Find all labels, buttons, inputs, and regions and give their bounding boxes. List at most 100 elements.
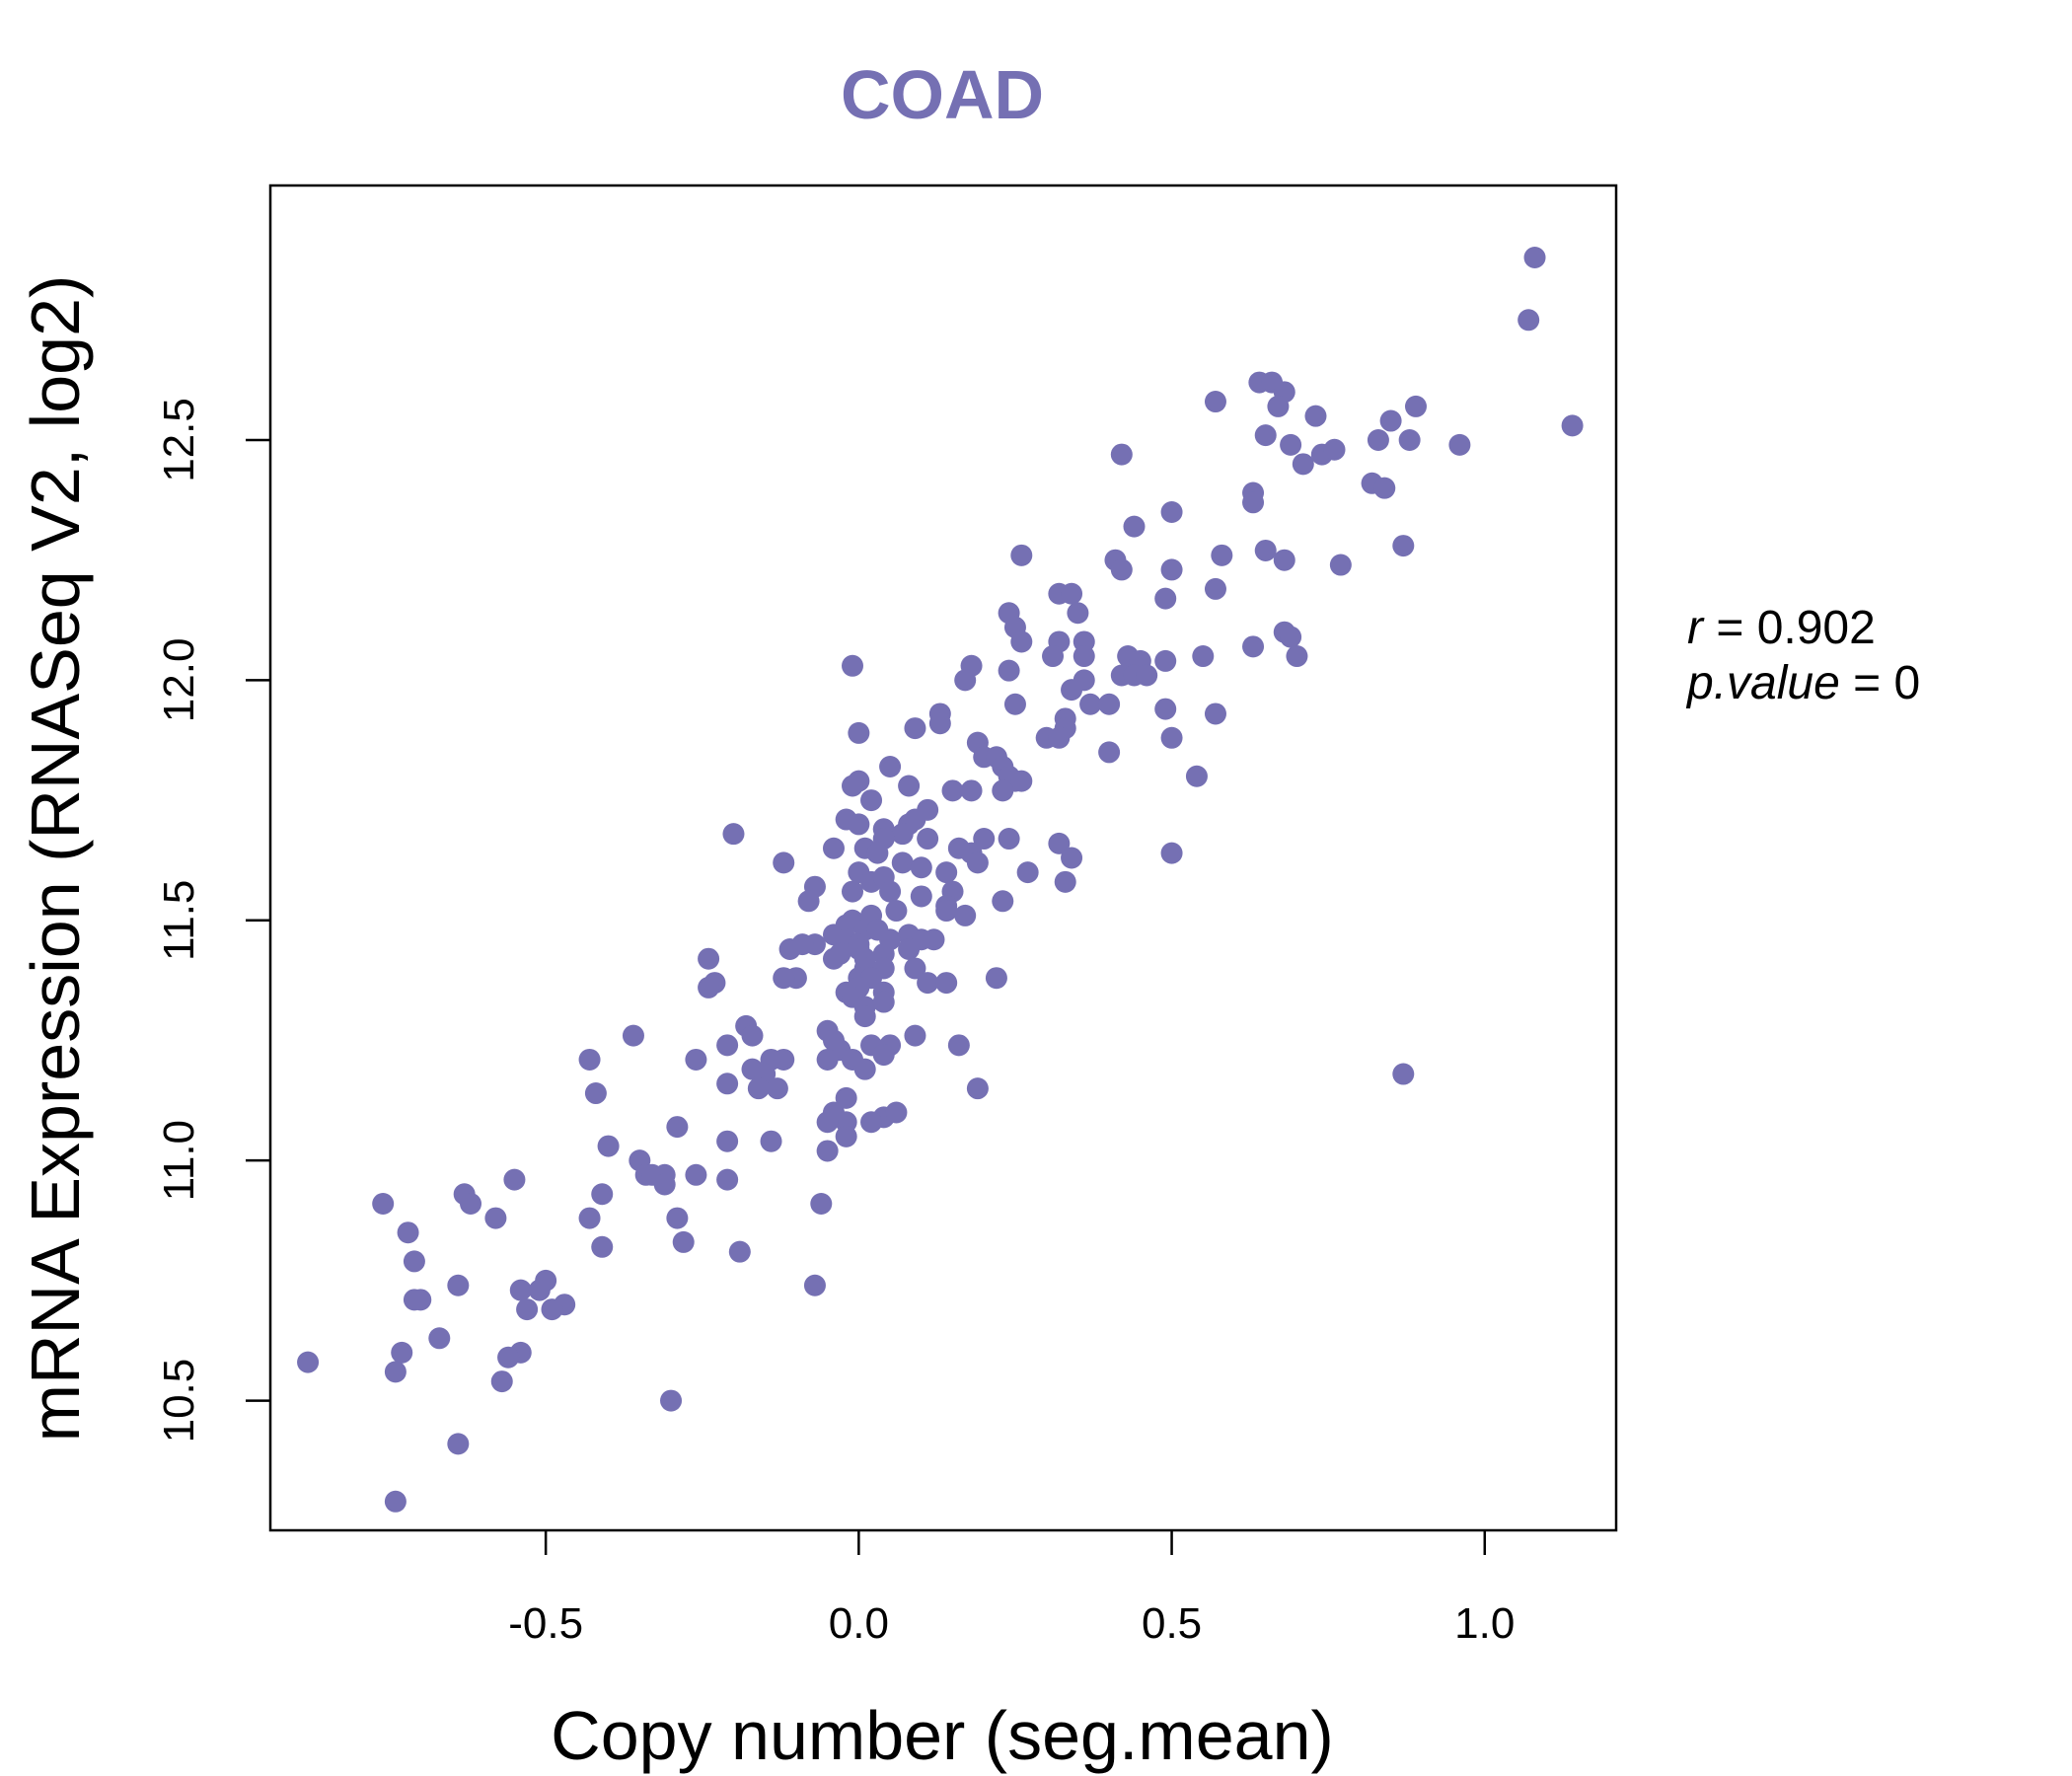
data-point (722, 823, 745, 846)
data-point (1392, 1063, 1415, 1085)
data-point (1110, 443, 1133, 466)
data-point (891, 823, 914, 846)
data-point (1003, 693, 1026, 715)
data-point (1367, 428, 1389, 451)
data-point (672, 1230, 695, 1253)
data-point (1379, 409, 1402, 432)
data-point (917, 972, 939, 995)
data-point (1392, 535, 1415, 557)
data-point (773, 1048, 795, 1071)
data-point (954, 904, 977, 926)
data-point (1067, 602, 1089, 625)
data-point (1211, 544, 1233, 566)
data-point (728, 1240, 751, 1263)
data-point (397, 1221, 419, 1244)
data-point (822, 947, 845, 970)
data-point (835, 1086, 857, 1109)
data-point (860, 789, 883, 812)
data-point (1280, 626, 1302, 648)
data-point (447, 1274, 470, 1296)
data-point (497, 1346, 520, 1369)
data-point (1160, 726, 1183, 749)
data-point (516, 1298, 539, 1321)
data-point (803, 1274, 826, 1296)
x-tick-label: 0.0 (829, 1599, 889, 1648)
r-statistic: r = 0.902 (1687, 602, 1876, 654)
data-point (1267, 395, 1290, 417)
data-point (891, 851, 914, 874)
data-point (1048, 832, 1071, 854)
data-point (1098, 741, 1121, 764)
data-point (810, 1192, 833, 1215)
data-point (1160, 842, 1183, 864)
data-point (885, 900, 908, 923)
data-point (666, 1207, 689, 1229)
data-point (1160, 558, 1183, 581)
data-point (490, 1370, 513, 1393)
data-point (528, 1279, 551, 1301)
data-point (935, 900, 958, 923)
data-point (391, 1341, 413, 1364)
data-point (1448, 433, 1471, 456)
data-point (904, 957, 926, 980)
data-point (842, 654, 864, 677)
data-point (1098, 693, 1121, 715)
data-point (1010, 544, 1033, 566)
data-point (653, 1173, 676, 1196)
data-point (992, 779, 1014, 802)
data-point (853, 1005, 876, 1028)
data-point (1242, 635, 1265, 658)
data-point (685, 1048, 707, 1071)
data-point (898, 937, 921, 960)
data-point (1286, 645, 1308, 668)
data-point (760, 1130, 782, 1152)
data-point (428, 1327, 451, 1350)
data-point (910, 885, 932, 908)
data-point (409, 1289, 432, 1311)
data-point (1185, 765, 1208, 787)
data-point (954, 669, 977, 692)
data-point (747, 1077, 770, 1100)
data-point (1323, 438, 1346, 461)
data-point (816, 1048, 839, 1071)
data-point (584, 1082, 607, 1105)
data-point (384, 1361, 407, 1383)
data-point (947, 837, 970, 859)
data-point (1254, 539, 1277, 561)
data-point (848, 813, 870, 836)
data-point (1061, 582, 1083, 605)
data-point (1204, 703, 1226, 725)
data-point (904, 1024, 926, 1047)
data-point (848, 721, 870, 744)
y-axis: 10.5 11.0 11.5 12.0 12.5 (155, 398, 270, 1443)
data-point (872, 1044, 895, 1067)
r-value: 0.902 (1757, 602, 1876, 654)
data-point (1010, 630, 1033, 653)
data-point (998, 659, 1020, 682)
data-point (872, 991, 895, 1013)
data-point (866, 842, 889, 864)
data-point (597, 1135, 620, 1157)
data-point (1010, 770, 1033, 792)
data-point (1154, 698, 1177, 720)
data-point (973, 828, 996, 851)
data-point (842, 880, 864, 903)
data-point (1160, 501, 1183, 524)
data-point (1561, 414, 1584, 437)
data-point (484, 1207, 507, 1229)
data-point (778, 937, 801, 960)
x-tick-label: 1.0 (1454, 1599, 1515, 1648)
data-point (1242, 491, 1265, 514)
data-point (966, 851, 989, 874)
points-layer (297, 247, 1584, 1513)
data-point (622, 1024, 644, 1047)
r-label: r (1687, 602, 1705, 654)
data-point (716, 1034, 739, 1057)
x-axis-title: Copy number (seg.mean) (551, 1697, 1334, 1774)
data-point (822, 837, 845, 859)
data-point (460, 1192, 482, 1215)
data-point (1280, 433, 1302, 456)
data-point (923, 928, 945, 951)
data-point (509, 1279, 532, 1301)
data-point (403, 1250, 425, 1273)
